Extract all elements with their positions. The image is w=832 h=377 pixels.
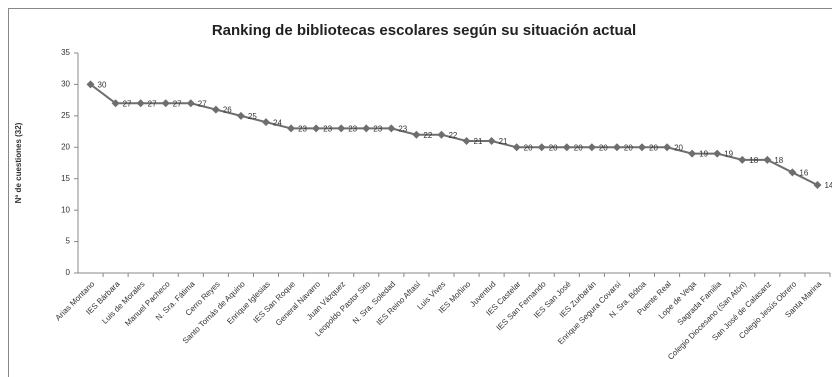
data-label: 26 [223, 106, 232, 115]
data-label: 22 [423, 131, 432, 140]
data-label: 19 [699, 150, 708, 159]
data-label: 18 [774, 156, 783, 165]
y-tick-label: 20 [61, 142, 70, 151]
data-label: 18 [749, 156, 758, 165]
chart-title: Ranking de bibliotecas escolares según s… [212, 22, 636, 39]
chart-border [8, 8, 832, 377]
data-label: 23 [398, 125, 407, 134]
data-point [713, 149, 722, 158]
data-label: 14 [824, 181, 832, 190]
data-point [813, 181, 822, 189]
data-label: 20 [674, 143, 683, 152]
data-point [763, 155, 772, 164]
data-label: 23 [348, 125, 357, 134]
data-point [161, 99, 170, 108]
y-tick-label: 10 [61, 205, 70, 214]
data-point [362, 124, 371, 133]
data-label: 20 [624, 143, 633, 152]
data-point [111, 99, 120, 108]
data-point [287, 124, 296, 133]
data-label: 20 [649, 143, 658, 152]
data-label: 27 [123, 99, 132, 108]
data-point [638, 143, 646, 152]
data-point [412, 130, 421, 139]
data-point [688, 149, 697, 158]
data-label: 27 [198, 99, 207, 108]
data-point [537, 143, 546, 152]
data-point [186, 99, 195, 108]
y-tick-label: 30 [61, 80, 70, 89]
data-point [236, 111, 245, 120]
y-tick-label: 35 [61, 48, 70, 57]
data-point [337, 124, 346, 133]
data-point [136, 99, 145, 108]
data-label: 30 [98, 81, 107, 90]
data-point [262, 118, 270, 127]
data-point [738, 155, 747, 164]
data-label: 23 [323, 125, 332, 134]
data-point [312, 124, 321, 133]
data-point [562, 143, 571, 152]
data-point [462, 137, 471, 145]
data-point [512, 143, 521, 152]
data-label: 20 [599, 143, 608, 152]
data-point [788, 168, 797, 177]
data-label: 19 [724, 150, 733, 159]
data-label: 21 [499, 137, 508, 146]
y-tick-label: 0 [66, 268, 71, 277]
data-label: 21 [474, 137, 483, 146]
data-label: 20 [574, 143, 583, 152]
data-point [387, 124, 396, 133]
data-label: 27 [148, 99, 157, 108]
data-point [211, 105, 220, 114]
data-label: 23 [298, 125, 307, 134]
data-label: 20 [524, 143, 533, 152]
data-label: 27 [173, 99, 182, 108]
data-label: 20 [549, 143, 558, 152]
data-point [587, 143, 596, 152]
data-line [89, 83, 818, 186]
data-point [612, 143, 621, 152]
data-label: 24 [273, 118, 282, 127]
data-label: 22 [448, 131, 457, 140]
data-point [437, 130, 446, 139]
data-point [487, 137, 496, 145]
data-point [663, 143, 672, 152]
data-label: 25 [248, 112, 257, 121]
data-point [86, 80, 95, 89]
y-tick-label: 25 [61, 111, 70, 120]
y-tick-label: 5 [66, 237, 71, 246]
data-label: 16 [799, 169, 808, 178]
data-label: 23 [373, 125, 382, 134]
y-axis-title: Nº de cuestiones (32) [14, 122, 23, 203]
y-tick-label: 15 [61, 174, 70, 183]
